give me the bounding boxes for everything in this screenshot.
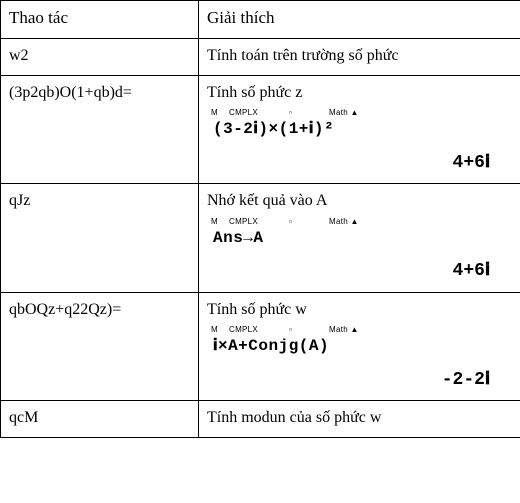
desc-text: Tính số phức w <box>207 299 512 321</box>
table-header-row: Thao tácGiải thích <box>1 1 520 39</box>
status-mode: CMPLX <box>229 218 289 226</box>
op-cell: qJz <box>1 184 199 292</box>
op-cell: w2 <box>1 38 199 75</box>
table-row: qcM Tính modun của số phức w <box>1 400 520 437</box>
calc-status-row: MCMPLX▫Math ▲ <box>211 326 508 334</box>
op-cell: qcM <box>1 400 199 437</box>
header-giai-thich: Giải thích <box>199 1 520 39</box>
desc-cell: Tính modun của số phức w <box>199 400 520 437</box>
desc-cell: Nhớ kết quả vào A MCMPLX▫Math ▲ Ans→A 4+6𝐢 <box>199 184 520 292</box>
status-math: Math ▲ <box>329 109 508 117</box>
desc-cell: Tính số phức w MCMPLX▫Math ▲ 𝐢×A+Conjg(A) -… <box>199 292 520 400</box>
desc-cell: Tính số phức z MCMPLX▫Math ▲ (3-2𝐢)×(1+𝐢)²… <box>199 75 520 183</box>
calc-result: 4+6𝐢 <box>211 259 508 283</box>
status-m: M <box>211 326 229 334</box>
status-d: ▫ <box>289 218 329 226</box>
calculator-display: MCMPLX▫Math ▲ 𝐢×A+Conjg(A) -2-2𝐢 <box>207 326 512 392</box>
op-cell: (3p2qb)O(1+qb)d= <box>1 75 199 183</box>
calc-expression: 𝐢×A+Conjg(A) <box>211 336 508 358</box>
status-math: Math ▲ <box>329 326 508 334</box>
status-m: M <box>211 109 229 117</box>
status-math: Math ▲ <box>329 218 508 226</box>
table-row: (3p2qb)O(1+qb)d= Tính số phức z MCMPLX▫Mat… <box>1 75 520 183</box>
desc-text: Tính toán trên trường số phức <box>207 45 512 67</box>
op-cell: qbOQz+q22Qz)= <box>1 292 199 400</box>
table-row: qJz Nhớ kết quả vào A MCMPLX▫Math ▲ Ans→A 4+… <box>1 184 520 292</box>
calc-result: 4+6𝐢 <box>211 151 508 175</box>
status-m: M <box>211 218 229 226</box>
desc-text: Tính modun của số phức w <box>207 407 512 429</box>
calc-expression: Ans→A <box>211 228 508 250</box>
calculator-display: MCMPLX▫Math ▲ Ans→A 4+6𝐢 <box>207 218 512 284</box>
calc-expression: (3-2𝐢)×(1+𝐢)² <box>211 119 508 141</box>
status-d: ▫ <box>289 326 329 334</box>
calc-result: -2-2𝐢 <box>211 368 508 392</box>
status-d: ▫ <box>289 109 329 117</box>
instruction-table: Thao tácGiải thíchw2 Tính toán trên trườn… <box>0 0 520 438</box>
table-row: w2 Tính toán trên trường số phức <box>1 38 520 75</box>
desc-cell: Tính toán trên trường số phức <box>199 38 520 75</box>
table-row: qbOQz+q22Qz)= Tính số phức w MCMPLX▫Math ▲… <box>1 292 520 400</box>
status-mode: CMPLX <box>229 326 289 334</box>
status-mode: CMPLX <box>229 109 289 117</box>
desc-text: Tính số phức z <box>207 82 512 104</box>
header-thao-tac: Thao tác <box>1 1 199 39</box>
calculator-display: MCMPLX▫Math ▲ (3-2𝐢)×(1+𝐢)² 4+6𝐢 <box>207 109 512 175</box>
desc-text: Nhớ kết quả vào A <box>207 190 512 212</box>
calc-status-row: MCMPLX▫Math ▲ <box>211 218 508 226</box>
calc-status-row: MCMPLX▫Math ▲ <box>211 109 508 117</box>
